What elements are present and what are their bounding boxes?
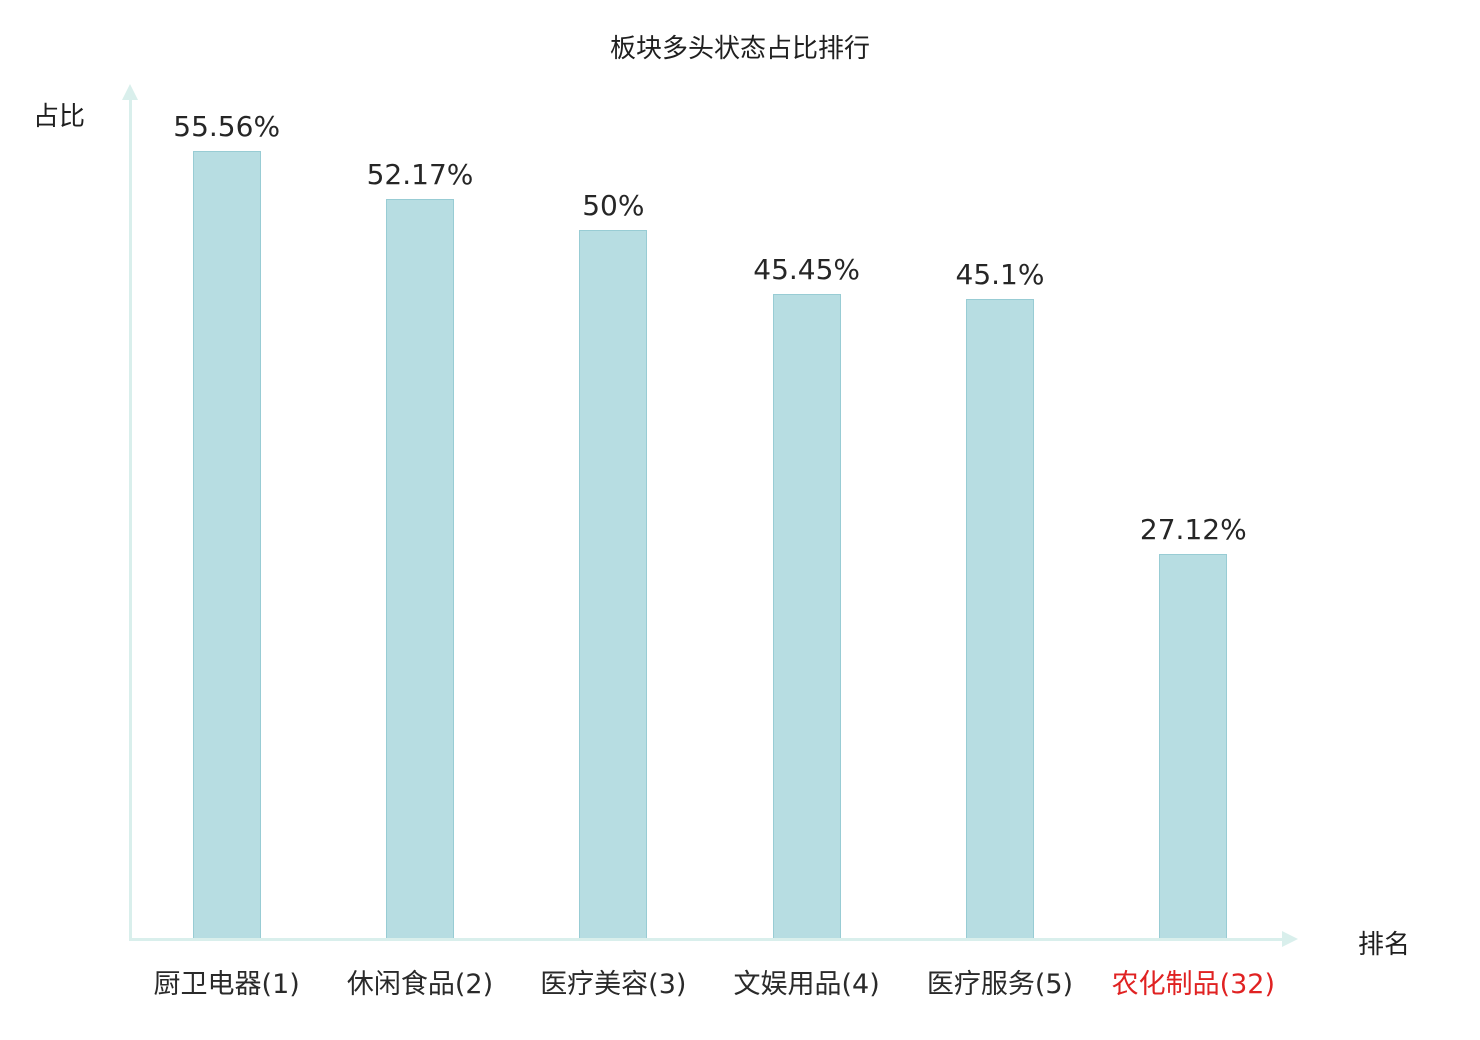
bar [1159,554,1228,938]
bar [385,199,454,938]
x-axis-label: 排名 [1358,930,1411,960]
chart-title: 板块多头状态占比排行 [609,34,870,64]
category-label: 农化制品(32) [1111,969,1276,1000]
y-axis-label: 占比 [33,102,86,132]
x-axis-arrow-icon [1282,931,1298,947]
bar-group: 27.12% [1097,85,1290,938]
bar-value-label: 45.45% [753,253,861,286]
y-axis-line [129,98,132,941]
bar [192,151,261,938]
category-labels: 厨卫电器(1) 休闲食品(2) 医疗美容(3) 文娱用品(4) 医疗服务(5) 农化制品(… [130,962,1290,1001]
bar-value-label: 45.1% [955,258,1045,291]
bar-value-label: 50% [582,189,645,222]
bar-group: 55.56% [130,85,323,938]
y-axis-arrow-icon [122,84,138,100]
category-label: 休闲食品(2) [346,969,494,1000]
bar-value-label: 52.17% [366,158,474,191]
category-label: 厨卫电器(1) [153,969,300,1000]
bar-group: 52.17% [323,85,516,938]
category-label: 医疗服务(5) [926,969,1074,1000]
bar [579,230,648,938]
bar-group: 50% [517,85,710,938]
bar-group: 45.1% [903,85,1096,938]
bar-value-label: 55.56% [173,110,281,143]
category-label: 文娱用品(4) [733,969,880,1000]
x-axis-line [129,938,1284,941]
bar [772,294,841,938]
bar [965,299,1034,938]
category-label: 医疗美容(3) [540,969,687,1000]
bar-group: 45.45% [710,85,903,938]
bars-container: 55.56% 52.17% 50% 45.45% 45.1% 27.12% [130,85,1290,938]
bar-value-label: 27.12% [1139,513,1247,546]
